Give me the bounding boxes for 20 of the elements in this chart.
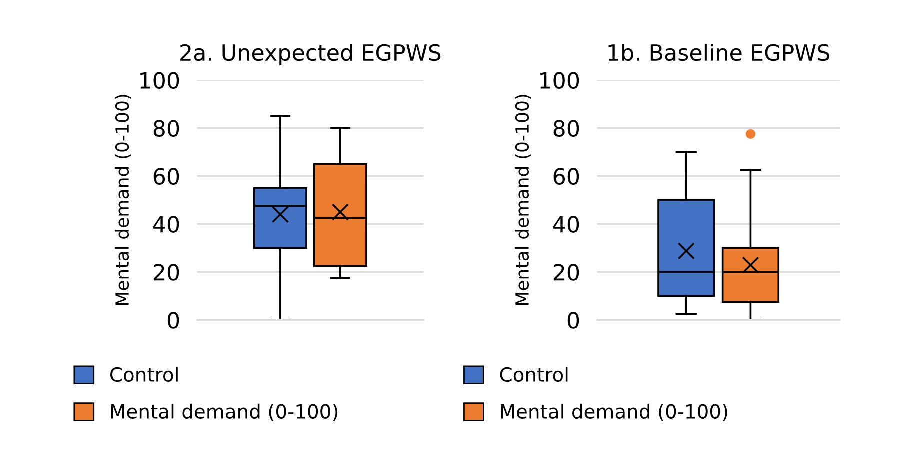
- y-tick-label: 20: [154, 264, 180, 281]
- y-tick-label: 40: [553, 216, 580, 233]
- chart-title: 1b. Baseline EGPWS: [608, 44, 830, 62]
- y-tick-label: 100: [540, 72, 580, 90]
- y-tick-label: 60: [554, 168, 580, 185]
- y-tick-label: 80: [154, 120, 180, 138]
- y-tick-label: 0: [168, 312, 180, 329]
- legend-label: Mental demand (0-100): [501, 404, 728, 422]
- chart-title: 2a. Unexpected EGPWS: [180, 44, 441, 66]
- y-tick-label: 80: [554, 120, 580, 138]
- y-tick-label: 20: [554, 264, 580, 281]
- y-axis-title: Mental demand (0-100): [515, 95, 532, 306]
- y-axis-title: Mental demand (0-100): [115, 95, 132, 306]
- y-tick-label: 60: [154, 168, 180, 185]
- y-tick-label: 100: [140, 72, 180, 90]
- legend-label: Control: [110, 367, 178, 382]
- y-tick-label: 40: [153, 216, 180, 233]
- y-tick-label: 0: [568, 312, 580, 329]
- legend-label: Mental demand (0-100): [111, 404, 338, 422]
- legend-label: Control: [500, 367, 568, 382]
